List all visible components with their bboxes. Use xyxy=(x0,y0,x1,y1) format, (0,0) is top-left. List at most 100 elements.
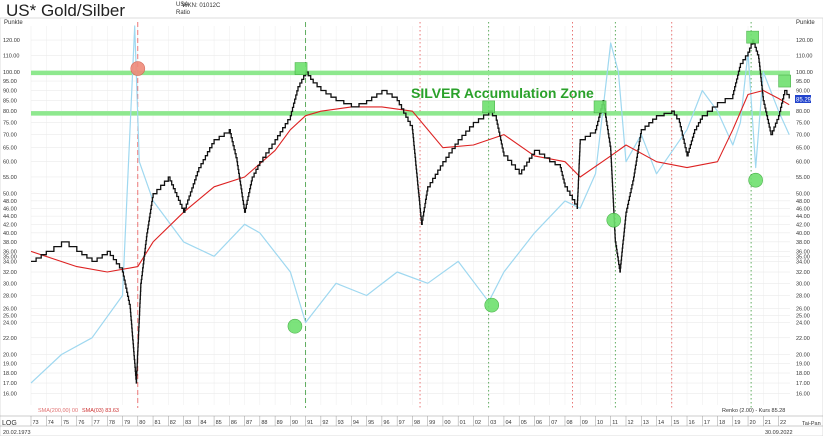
y-tick-label-right: 38.00 xyxy=(796,240,810,246)
y-tick-label-right: 22.00 xyxy=(796,336,810,342)
country-label: USA xyxy=(176,2,189,8)
markers xyxy=(130,30,791,334)
y-tick-label-right: 36.00 xyxy=(796,249,810,255)
x-tick-label: 05 xyxy=(521,420,527,426)
x-tick-label: 86 xyxy=(231,420,237,426)
x-tick-label: 90 xyxy=(292,420,298,426)
y-tick-label-left: 70.00 xyxy=(3,133,17,139)
x-tick-label: 96 xyxy=(383,420,389,426)
grid xyxy=(30,26,790,405)
y-tick-label-right: 24.00 xyxy=(796,321,810,327)
y-tick-label-right: 75.00 xyxy=(796,121,810,127)
x-tick-label: 00 xyxy=(444,420,450,426)
tai-pan-label: Tai-Pan xyxy=(802,421,821,427)
y-tick-label-left: 42.00 xyxy=(3,222,17,228)
wkn-label: WKN: 01012C xyxy=(182,3,221,9)
x-tick-label: 91 xyxy=(307,420,313,426)
y-tick-label-right: 32.00 xyxy=(796,270,810,276)
marker-square xyxy=(778,74,791,88)
rsi-series xyxy=(30,25,790,384)
y-tick-label-right: 110.00 xyxy=(796,53,812,59)
y-tick-label-right: 20.00 xyxy=(796,353,810,359)
kind-label: Ratio xyxy=(176,10,191,16)
x-tick-label: 84 xyxy=(200,420,206,426)
y-tick-label-left: 34.00 xyxy=(3,259,17,265)
y-tick-label-left: 25.00 xyxy=(3,313,17,319)
y-tick-label-right: 46.00 xyxy=(796,206,810,212)
y-tick-label-left: 19.00 xyxy=(3,362,17,368)
x-tick-label: 21 xyxy=(765,420,771,426)
y-tick-label-right: 55.00 xyxy=(796,175,810,181)
x-axis: 73 74 75 76 77 78 79 80 81 82 83 84 85 86 87 88 89 90 91 92… xyxy=(0,415,823,427)
x-tick-label: 95 xyxy=(368,420,374,426)
y-tick-label-right: 34.00 xyxy=(796,259,810,265)
x-tick-label: 06 xyxy=(536,420,542,426)
x-tick-label: 73 xyxy=(33,420,39,426)
y-tick-label-left: 32.00 xyxy=(3,270,17,276)
y-tick-label-left: 24.00 xyxy=(3,321,17,327)
y-tick-label-right: 80.00 xyxy=(796,109,810,115)
y-tick-label-right: 65.00 xyxy=(796,146,810,152)
y-tick-label-right: 48.00 xyxy=(796,199,810,205)
marker-square xyxy=(593,100,607,114)
price-tag-box xyxy=(795,95,811,103)
x-tick-label: 99 xyxy=(429,420,435,426)
x-tick-label: 09 xyxy=(582,420,588,426)
marker-circle xyxy=(287,318,303,334)
unit-right: Punkte xyxy=(796,20,815,26)
x-tick-label: 89 xyxy=(277,420,283,426)
x-tick-label: 10 xyxy=(597,420,603,426)
y-tick-label-left: 50.00 xyxy=(3,192,17,198)
x-tick-label: 17 xyxy=(704,420,710,426)
y-tick-label-right: 40.00 xyxy=(796,231,810,237)
x-tick-label: 83 xyxy=(185,420,191,426)
y-tick-label-left: 22.00 xyxy=(3,336,17,342)
renko-label: Renko (2.00) - Kurs 85.28 xyxy=(722,408,785,414)
renko-line xyxy=(31,39,790,384)
y-axis-right: 16.00 17.00 18.00 19.00 20.00 22.00 24.00 25.00… xyxy=(796,38,813,398)
x-tick-label: 14 xyxy=(658,420,664,426)
x-tick-label: 02 xyxy=(475,420,481,426)
rsi-line xyxy=(30,25,790,384)
y-tick-label-right: 26.00 xyxy=(796,306,810,312)
y-tick-label-left: 55.00 xyxy=(3,175,17,181)
y-tick-label-right: 17.00 xyxy=(796,381,810,387)
x-tick-label: 12 xyxy=(627,420,633,426)
unit-left: Punkte xyxy=(4,20,23,26)
x-tick-label: 75 xyxy=(63,420,69,426)
x-tick-label: 97 xyxy=(399,420,405,426)
y-tick-label-right: 16.00 xyxy=(796,392,810,398)
marker-square xyxy=(482,100,495,114)
x-tick-label: 77 xyxy=(94,420,100,426)
log-label: LOG xyxy=(2,420,17,427)
marker-circle xyxy=(606,212,622,228)
x-tick-label: 94 xyxy=(353,420,359,426)
x-tick-label: 79 xyxy=(124,420,130,426)
x-tick-label: 82 xyxy=(170,420,176,426)
x-tick-label: 93 xyxy=(338,420,344,426)
x-tick-label: 04 xyxy=(505,420,511,426)
y-tick-label-left: 28.00 xyxy=(3,293,17,299)
y-tick-label-right: 50.00 xyxy=(796,192,810,198)
y-tick-label-right: 25.00 xyxy=(796,313,810,319)
y-tick-label-left: 40.00 xyxy=(3,231,17,237)
y-tick-label-right: 42.00 xyxy=(796,222,810,228)
x-tick-label: 20 xyxy=(750,420,756,426)
y-tick-label-right: 60.00 xyxy=(796,160,810,166)
marker-circle xyxy=(130,61,146,76)
y-tick-label-left: 35.00 xyxy=(3,254,17,260)
y-tick-label-left: 120.00 xyxy=(3,38,20,44)
renko-series xyxy=(31,39,790,384)
x-tick-label: 74 xyxy=(48,420,54,426)
x-tick-label: 13 xyxy=(643,420,649,426)
x-tick-label: 16 xyxy=(689,420,695,426)
x-tick-label: 18 xyxy=(719,420,725,426)
y-tick-label-right: 100.00 xyxy=(796,70,813,76)
y-tick-label-left: 46.00 xyxy=(3,206,17,212)
y-tick-label-left: 26.00 xyxy=(3,306,17,312)
start-date: 20.02.1973 xyxy=(3,430,31,436)
y-tick-label-right: 90.00 xyxy=(796,89,810,95)
y-tick-label-left: 90.00 xyxy=(3,89,17,95)
